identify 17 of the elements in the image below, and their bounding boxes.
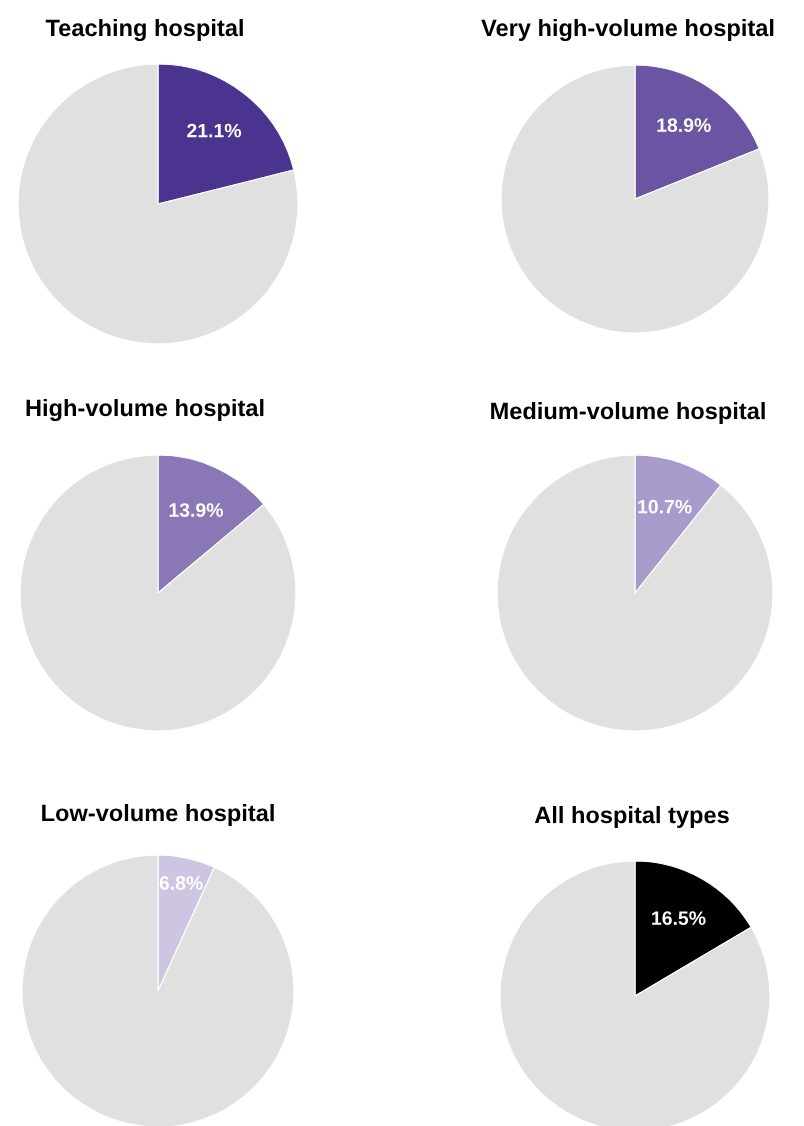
data-label: 16.5% [652,911,706,925]
data-label: 21.1% [187,123,242,138]
chart-title: Medium-volume hospital [491,402,765,425]
chart-title: Low-volume hospital [42,803,274,827]
pie-slice [500,64,770,334]
chart-title: Very high-volume hospital [481,18,774,42]
pie-slice [17,63,299,345]
data-label: 18.9% [657,118,711,133]
pie-slice [19,454,297,732]
data-label: 6.8% [159,876,203,890]
pie-slice [21,854,295,1126]
pie-slice [496,454,774,732]
chart-title: Teaching hospital [45,18,243,42]
data-label: 10.7% [638,499,692,514]
chart-title: High-volume hospital [26,398,264,422]
data-label: 13.9% [169,503,223,517]
chart-title: All hospital types [534,806,729,829]
